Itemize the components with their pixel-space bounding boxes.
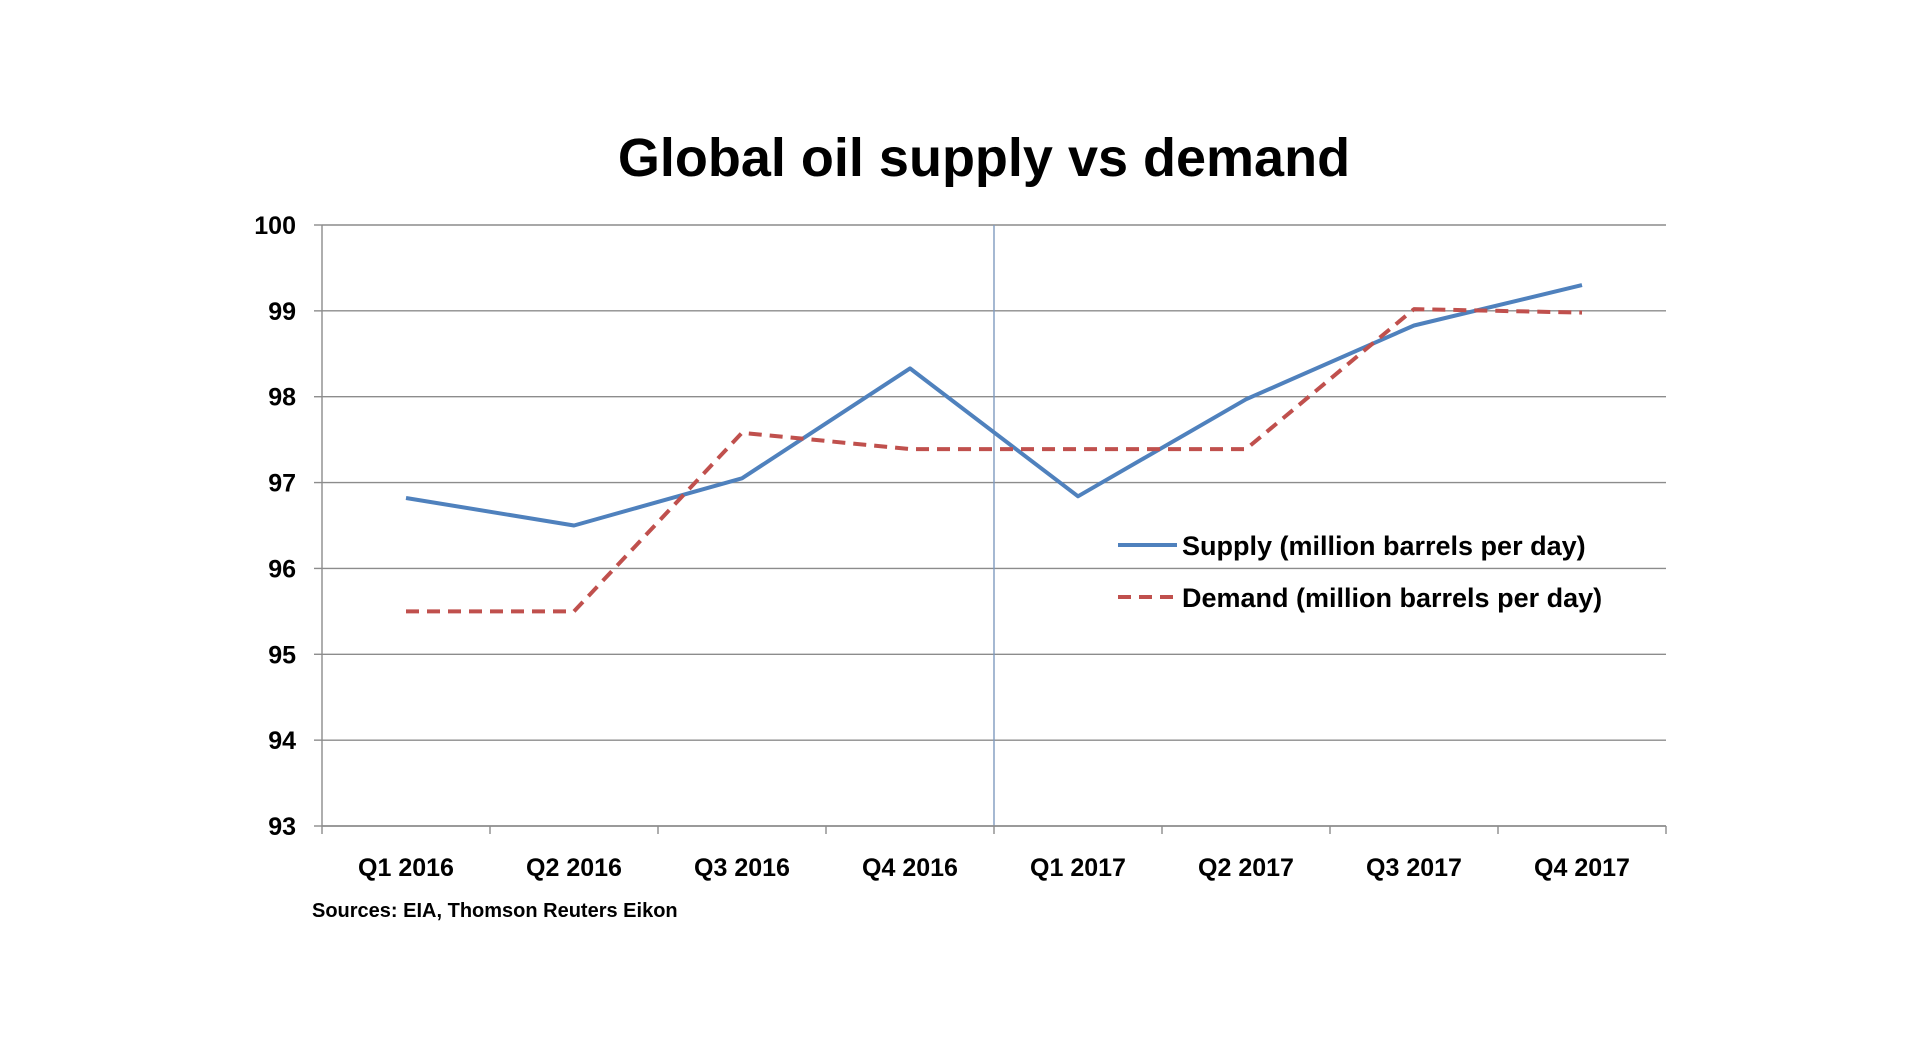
x-tick-label-q3-2016: Q3 2016: [694, 854, 790, 882]
y-tick-label-94: 94: [268, 727, 296, 755]
axes: 93 94 95 96 97 98 99 100 Q1 2016 Q2 2016 Q3 2016 Q4…: [254, 212, 1667, 882]
legend: Supply (million barrels per day) Demand (…: [1118, 531, 1602, 613]
legend-label-supply: Supply (million barrels per day): [1182, 531, 1586, 561]
y-tick-label-100: 100: [254, 212, 296, 240]
legend-label-demand: Demand (million barrels per day): [1182, 583, 1602, 613]
y-tick-label-98: 98: [268, 384, 296, 412]
x-tick-label-q2-2017: Q2 2017: [1198, 854, 1294, 882]
series-layer: [405, 283, 1583, 614]
series-line-supply: [405, 283, 1583, 528]
series-line-demand: [406, 307, 1583, 614]
x-tick-label-q1-2017: Q1 2017: [1030, 854, 1126, 882]
x-tick-label-q4-2017: Q4 2017: [1534, 854, 1630, 882]
grid: [322, 224, 1666, 827]
x-tick-label-q1-2016: Q1 2016: [358, 854, 454, 882]
y-tick-label-96: 96: [268, 555, 296, 583]
y-tick-label-93: 93: [268, 813, 296, 841]
y-tick-label-97: 97: [268, 470, 296, 498]
chart-title: Global oil supply vs demand: [618, 128, 1350, 188]
y-tick-label-95: 95: [268, 641, 296, 669]
x-tick-label-q4-2016: Q4 2016: [862, 854, 958, 882]
source-note: Sources: EIA, Thomson Reuters Eikon: [312, 900, 678, 922]
x-tick-label-q3-2017: Q3 2017: [1366, 854, 1462, 882]
x-tick-label-q2-2016: Q2 2016: [526, 854, 622, 882]
y-tick-label-99: 99: [268, 298, 296, 326]
